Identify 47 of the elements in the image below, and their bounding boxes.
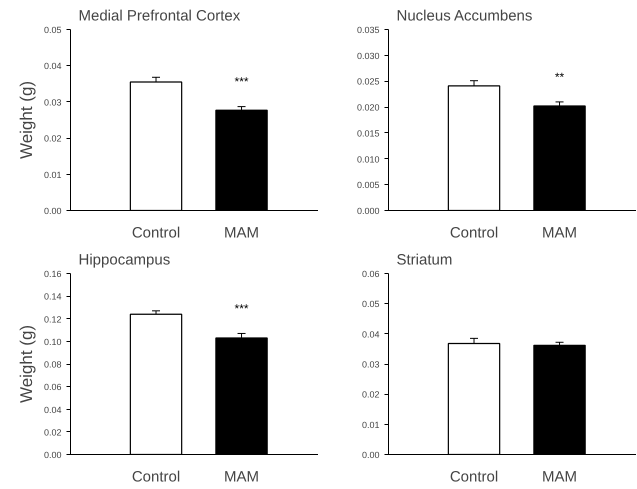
y-tick-label: 0.02: [44, 134, 62, 144]
x-tick-label: Control: [132, 468, 180, 486]
y-tick-label: 0.03: [44, 97, 62, 108]
y-tick-label: 0.10: [44, 336, 62, 347]
y-tick-label: 0.030: [356, 50, 380, 61]
chart-title: Nucleus Accumbens: [396, 8, 532, 24]
y-tick-label: 0.00: [362, 450, 380, 460]
y-tick-label: 0.035: [356, 25, 380, 35]
y-tick-label: 0.05: [44, 25, 62, 35]
y-tick-label: 0.005: [356, 180, 380, 190]
y-tick-label: 0.025: [356, 76, 380, 87]
y-tick-label: 0.01: [44, 170, 62, 180]
y-axis-title: Weight (g): [16, 324, 36, 404]
y-tick-label: 0.16: [44, 269, 62, 279]
y-tick-label: 0.06: [44, 382, 62, 392]
y-tick-label: 0.02: [362, 390, 380, 400]
chart-title: Hippocampus: [78, 252, 170, 268]
y-tick-label: 0.000: [356, 206, 380, 216]
y-tick-label: 0.05: [362, 299, 380, 310]
y-tick-label: 0.015: [356, 128, 380, 138]
x-tick-label: Control: [450, 224, 498, 242]
annotation: ***: [234, 74, 249, 89]
x-tick-label: MAM: [542, 224, 578, 242]
y-tick-label: 0.010: [356, 154, 380, 164]
y-tick-label: 0.04: [44, 404, 62, 415]
annotation: ***: [234, 301, 249, 316]
x-tick-label: Control: [450, 468, 498, 486]
x-tick-label: MAM: [542, 468, 578, 486]
y-tick-label: 0.020: [356, 102, 380, 113]
annotation: **: [554, 70, 565, 84]
y-tick-label: 0.02: [44, 427, 62, 438]
x-tick-label: MAM: [224, 468, 260, 486]
y-tick-label: 0.06: [362, 269, 380, 279]
y-tick-label: 0.14: [44, 292, 62, 302]
x-tick-label: MAM: [224, 224, 260, 242]
chart-title: Striatum: [396, 252, 452, 268]
y-tick-label: 0.08: [44, 360, 62, 370]
y-tick-label: 0.03: [362, 360, 380, 370]
y-tick-label: 0.00: [44, 450, 62, 460]
y-tick-label: 0.00: [44, 206, 62, 216]
y-tick-label: 0.01: [362, 420, 380, 430]
chart-title: Medial Prefrontal Cortex: [78, 8, 241, 24]
y-tick-label: 0.04: [44, 61, 62, 72]
y-tick-label: 0.12: [44, 314, 62, 324]
y-axis-title: Weight (g): [16, 80, 36, 160]
y-tick-label: 0.04: [362, 329, 380, 340]
x-tick-label: Control: [132, 224, 180, 242]
